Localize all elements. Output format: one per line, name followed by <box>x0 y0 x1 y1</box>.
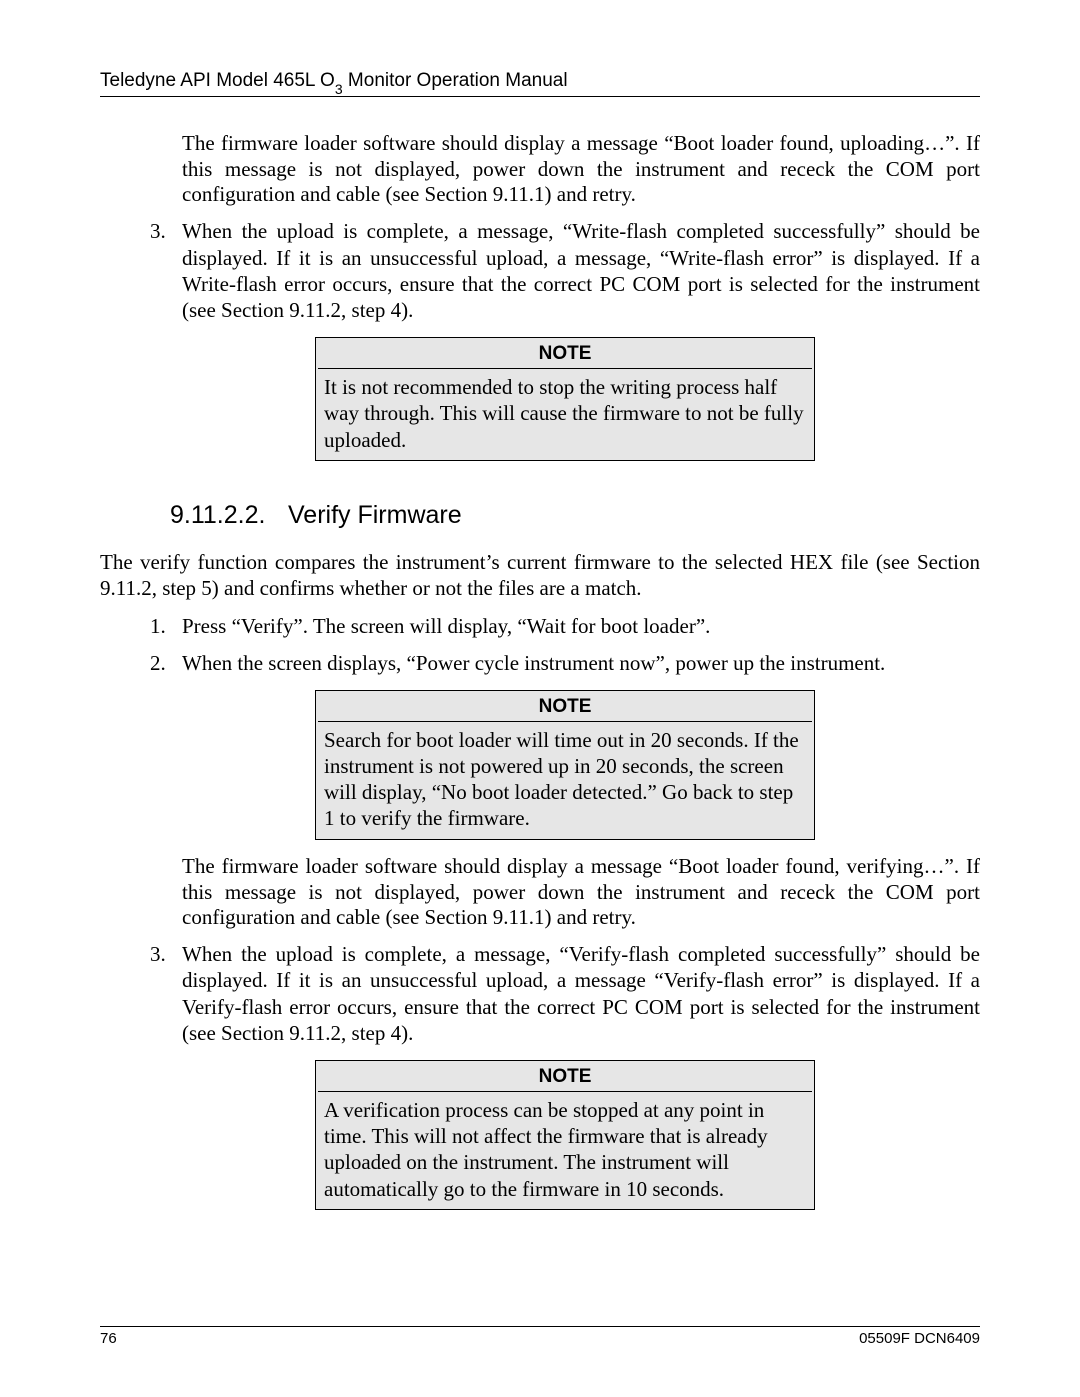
note-title: NOTE <box>318 340 812 369</box>
ordered-list-b-cont: 3. When the upload is complete, a messag… <box>150 941 980 1046</box>
list-text: When the upload is complete, a message, … <box>182 941 980 1046</box>
continuation-paragraph: The firmware loader software should disp… <box>182 131 980 208</box>
note-body: Search for boot loader will time out in … <box>318 724 812 837</box>
list-item-3a: 3. When the upload is complete, a messag… <box>150 218 980 323</box>
list-number: 3. <box>150 218 182 323</box>
top-continuation-block: The firmware loader software should disp… <box>150 131 980 461</box>
note-body: It is not recommended to stop the writin… <box>318 371 812 458</box>
list-number: 3. <box>150 941 182 1046</box>
page-header: Teledyne API Model 465L O3 Monitor Opera… <box>100 70 980 97</box>
list-text: When the screen displays, “Power cycle i… <box>182 650 980 676</box>
header-subscript: 3 <box>335 81 343 97</box>
ordered-list-a: 3. When the upload is complete, a messag… <box>150 218 980 323</box>
section-number: 9.11.2.2. <box>170 501 288 530</box>
list-item-3b: 3. When the upload is complete, a messag… <box>150 941 980 1046</box>
note-body: A verification process can be stopped at… <box>318 1094 812 1207</box>
page-number: 76 <box>100 1330 117 1347</box>
note-box-3: NOTE A verification process can be stopp… <box>315 1060 815 1210</box>
header-prefix: Teledyne API Model 465L O <box>100 70 335 91</box>
page-footer: 76 05509F DCN6409 <box>100 1326 980 1347</box>
note-box-1: NOTE It is not recommended to stop the w… <box>315 337 815 461</box>
ordered-list-b: 1. Press “Verify”. The screen will displ… <box>150 613 980 676</box>
header-suffix: Monitor Operation Manual <box>343 70 568 91</box>
continuation-after-note2: The firmware loader software should disp… <box>182 854 980 931</box>
list-item-2b: 2. When the screen displays, “Power cycl… <box>150 650 980 676</box>
section-intro-paragraph: The verify function compares the instrum… <box>100 550 980 602</box>
section-heading: 9.11.2.2.Verify Firmware <box>170 501 980 530</box>
list-number: 2. <box>150 650 182 676</box>
note-title: NOTE <box>318 1063 812 1092</box>
list-number: 1. <box>150 613 182 639</box>
list-item-1b: 1. Press “Verify”. The screen will displ… <box>150 613 980 639</box>
note-title: NOTE <box>318 693 812 722</box>
document-code: 05509F DCN6409 <box>859 1330 980 1347</box>
list-text: Press “Verify”. The screen will display,… <box>182 613 980 639</box>
list-text: When the upload is complete, a message, … <box>182 218 980 323</box>
document-page: Teledyne API Model 465L O3 Monitor Opera… <box>0 0 1080 1397</box>
verify-block: 1. Press “Verify”. The screen will displ… <box>150 613 980 1209</box>
section-title: Verify Firmware <box>288 501 462 529</box>
note-box-2: NOTE Search for boot loader will time ou… <box>315 690 815 840</box>
